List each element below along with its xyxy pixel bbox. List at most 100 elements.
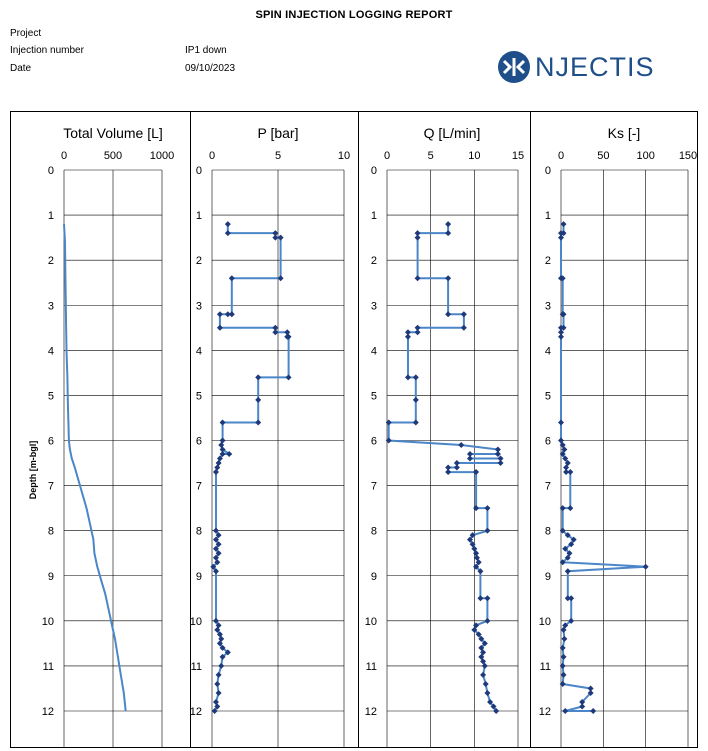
date-value: 09/10/2023 bbox=[185, 63, 236, 74]
pressure-y-tick-label: 7 bbox=[196, 481, 202, 493]
flow-rate-data-point bbox=[478, 644, 485, 651]
flow-rate-data-point bbox=[445, 230, 452, 237]
ks-y-tick-label: 7 bbox=[545, 481, 551, 493]
ks-data-point bbox=[559, 505, 566, 512]
flow-rate-data-point bbox=[480, 649, 487, 656]
ks-title: Ks [-] bbox=[608, 125, 641, 141]
flow-rate-y-tick-label: 6 bbox=[371, 436, 377, 448]
flow-rate-x-tick-label: 5 bbox=[428, 150, 434, 162]
ks-y-tick-label: 11 bbox=[540, 661, 551, 673]
injection-number-label: Injection number bbox=[10, 45, 84, 56]
ks-data-point bbox=[564, 532, 571, 539]
flow-rate-data-point bbox=[445, 275, 452, 282]
injectis-logo-icon bbox=[498, 51, 530, 83]
ks-x-tick-label: 150 bbox=[679, 150, 697, 162]
pressure-data-point bbox=[218, 635, 225, 642]
flow-rate-y-tick-label: 5 bbox=[371, 390, 377, 402]
ks-y-tick-label: 6 bbox=[545, 436, 551, 448]
flow-rate-data-point bbox=[482, 680, 489, 687]
pressure-y-tick-label: 8 bbox=[196, 526, 202, 538]
ks-data-point bbox=[561, 446, 568, 453]
flow-rate-data-point bbox=[404, 329, 411, 336]
pressure-data-point bbox=[216, 324, 223, 331]
ks-y-tick-label: 8 bbox=[545, 526, 551, 538]
pressure-data-point bbox=[214, 703, 221, 710]
flow-rate-data-point bbox=[477, 568, 484, 575]
total-volume-y-tick-label: 11 bbox=[43, 661, 54, 673]
pressure-x-tick-label: 5 bbox=[275, 150, 281, 162]
ks-data-point bbox=[558, 230, 564, 237]
flow-rate-data-point bbox=[480, 658, 487, 665]
flow-rate-data-point bbox=[487, 698, 494, 705]
ks-data-point bbox=[564, 460, 571, 467]
ks-data-point bbox=[590, 708, 597, 714]
pressure-data-point bbox=[219, 644, 226, 651]
flow-rate-data-point bbox=[480, 671, 487, 678]
pressure-data-point bbox=[218, 662, 225, 669]
ks-data-point bbox=[587, 685, 594, 692]
flow-rate-data-point bbox=[414, 324, 421, 331]
flow-rate-data-point bbox=[494, 451, 501, 458]
total-volume-y-tick-label: 10 bbox=[42, 616, 54, 628]
pressure-data-point bbox=[215, 541, 222, 548]
flow-rate-data-point bbox=[497, 455, 504, 462]
total-volume-y-tick-label: 1 bbox=[48, 210, 54, 222]
ks-data-point bbox=[559, 680, 566, 687]
flow-rate-data-point bbox=[466, 455, 473, 462]
flow-rate-data-point bbox=[473, 550, 480, 557]
ks-data-point bbox=[567, 505, 574, 512]
flow-rate-data-point bbox=[404, 374, 411, 381]
flow-rate-y-tick-label: 3 bbox=[371, 300, 377, 312]
pressure-data-point bbox=[214, 559, 221, 566]
ks-y-tick-label: 1 bbox=[545, 210, 551, 222]
ks-data-point bbox=[568, 617, 575, 624]
flow-rate-data-point bbox=[404, 333, 411, 340]
pressure-y-tick-label: 1 bbox=[196, 210, 202, 222]
ks-data-point bbox=[560, 626, 567, 633]
flow-rate-data-point bbox=[414, 329, 421, 336]
flow-rate-y-tick-label: 2 bbox=[371, 255, 377, 267]
flow-rate-data-point bbox=[469, 532, 476, 539]
pressure-data-point bbox=[219, 451, 226, 458]
flow-rate-data-point bbox=[484, 505, 491, 512]
flow-rate-data-point bbox=[385, 437, 392, 444]
flow-rate-data-point bbox=[497, 460, 504, 467]
flow-rate-data-point bbox=[477, 595, 484, 602]
ks-x-tick-label: 50 bbox=[597, 150, 609, 162]
pressure-data-point bbox=[285, 374, 292, 381]
ks-data-point bbox=[558, 324, 564, 331]
pressure-data-point bbox=[219, 437, 226, 444]
ks-y-tick-label: 10 bbox=[539, 616, 551, 628]
injectis-logo: NJECTIS bbox=[497, 49, 657, 85]
flow-rate-data-point bbox=[473, 505, 480, 512]
pressure-data-point bbox=[255, 419, 262, 426]
flow-rate-title: Q [L/min] bbox=[424, 125, 481, 141]
pressure-data-point bbox=[277, 275, 284, 282]
flow-rate-data-point bbox=[460, 324, 467, 331]
flow-rate-data-point bbox=[478, 653, 485, 660]
flow-rate-data-point bbox=[445, 221, 452, 228]
flow-rate-data-point bbox=[490, 703, 497, 710]
pressure-data-point bbox=[272, 324, 279, 331]
flow-rate-data-point bbox=[412, 374, 419, 381]
flow-rate-data-point bbox=[484, 689, 491, 696]
pressure-data-point bbox=[214, 680, 221, 687]
pressure-data-point bbox=[219, 653, 226, 660]
pressure-data-point bbox=[212, 545, 219, 552]
ks-data-point bbox=[568, 595, 575, 602]
ks-data-point bbox=[559, 451, 566, 458]
pressure-data-point bbox=[285, 333, 292, 340]
pressure-data-point bbox=[272, 234, 279, 241]
ks-y-tick-label: 12 bbox=[539, 706, 551, 718]
ks-data-point bbox=[563, 464, 570, 471]
ks-data-point bbox=[579, 703, 586, 710]
total-volume-x-tick-label: 1000 bbox=[150, 150, 174, 162]
pressure-y-tick-label: 4 bbox=[196, 345, 202, 357]
total-volume-y-tick-label: 3 bbox=[48, 300, 54, 312]
ks-data-point bbox=[559, 275, 566, 282]
ks-data-point bbox=[558, 437, 564, 444]
flow-rate-data-point bbox=[414, 275, 421, 282]
pressure-y-tick-label: 11 bbox=[191, 661, 202, 673]
flow-rate-data-point bbox=[484, 617, 491, 624]
flow-rate-data-point bbox=[466, 536, 473, 543]
